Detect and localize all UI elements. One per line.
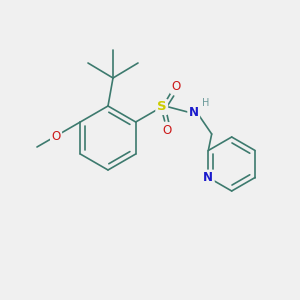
Text: N: N xyxy=(189,106,199,118)
Text: O: O xyxy=(162,124,171,136)
Text: O: O xyxy=(171,80,180,92)
Text: S: S xyxy=(157,100,166,113)
Text: O: O xyxy=(51,130,61,142)
Text: H: H xyxy=(202,98,209,108)
Text: N: N xyxy=(203,171,213,184)
